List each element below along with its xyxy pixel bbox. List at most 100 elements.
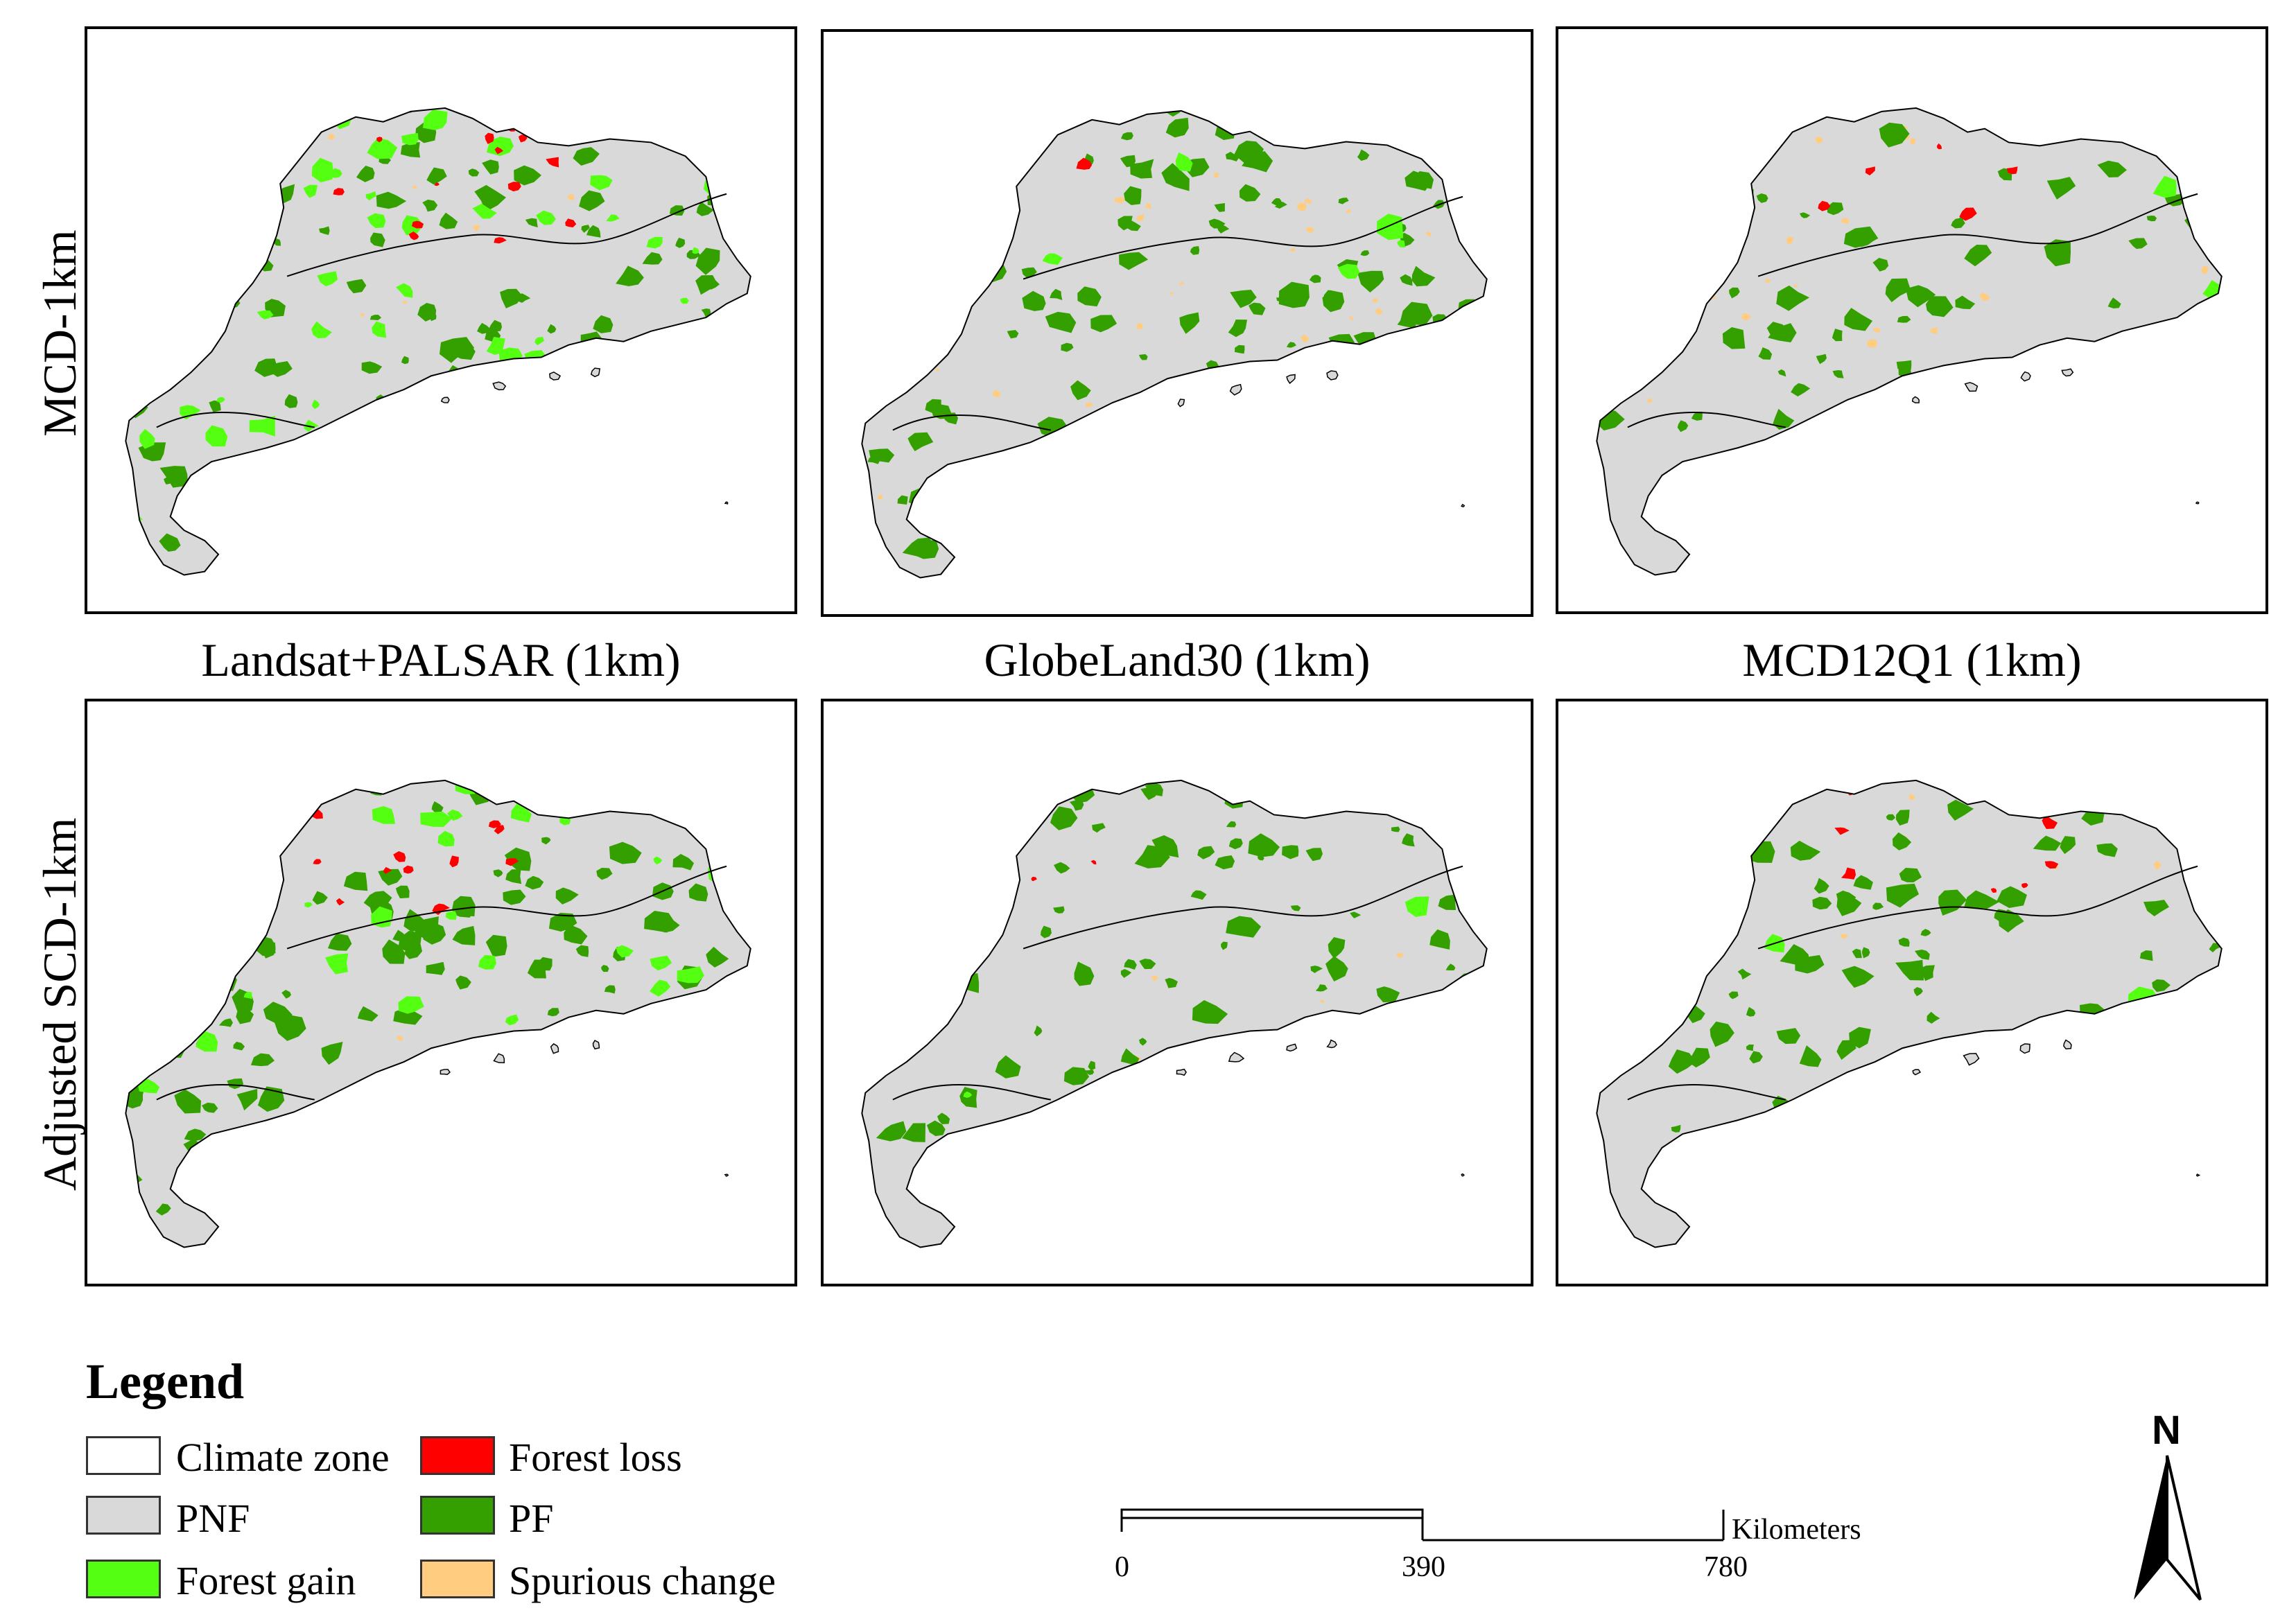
pf-patch xyxy=(381,1169,415,1196)
pf-patch xyxy=(701,308,711,317)
pf-patch xyxy=(190,1193,205,1205)
pf-patch xyxy=(1470,134,1487,151)
spurious-change-patch xyxy=(1136,213,1145,222)
pf-patch xyxy=(1286,342,1296,348)
pf-patch xyxy=(503,889,526,905)
legend-label-pf: PF xyxy=(509,1496,554,1541)
pf-patch xyxy=(369,315,382,320)
pf-patch xyxy=(423,921,446,945)
forest-gain-patch xyxy=(292,475,311,491)
pf-patch xyxy=(209,400,221,412)
pf-patch xyxy=(514,165,542,186)
pf-patch xyxy=(1790,840,1821,861)
pf-patch xyxy=(1795,954,1825,974)
pf-patch xyxy=(149,171,173,189)
pf-patch xyxy=(983,206,1015,228)
province-area xyxy=(125,780,751,1248)
spurious-change-patch xyxy=(1815,548,1823,553)
spurious-change-patch xyxy=(1348,316,1353,321)
forest-loss-patch xyxy=(1818,200,1831,211)
pf-patch xyxy=(130,306,141,316)
pf-patch xyxy=(285,1184,304,1199)
pf-patch xyxy=(521,1186,550,1207)
pf-patch xyxy=(1217,224,1230,234)
pf-patch xyxy=(138,780,157,792)
pf-patch xyxy=(1102,1167,1124,1183)
island xyxy=(1228,1051,1245,1063)
pf-patch xyxy=(1133,487,1161,503)
island xyxy=(2020,371,2031,382)
pf-patch xyxy=(162,1039,186,1058)
pf-patch xyxy=(523,365,541,374)
forest-gain-patch xyxy=(159,126,182,143)
pf-patch xyxy=(734,1133,751,1143)
pf-patch xyxy=(1753,118,1775,132)
climate-zone-boundary xyxy=(1627,411,1786,428)
pf-patch xyxy=(1197,846,1215,859)
pf-patch xyxy=(2152,979,2171,993)
pf-patch xyxy=(1132,474,1156,489)
pf-patch xyxy=(1737,968,1752,980)
forest-gain-patch xyxy=(193,107,211,116)
spurious-change-patch xyxy=(1866,339,1877,348)
pf-patch xyxy=(1947,799,1974,821)
forest-loss-patch xyxy=(485,132,494,144)
forest-gain-patch xyxy=(244,898,252,906)
pf-patch xyxy=(937,150,953,161)
pf-patch xyxy=(1356,347,1378,363)
forest-gain-patch xyxy=(1337,263,1360,279)
pf-patch xyxy=(1034,1025,1043,1037)
province-area xyxy=(1597,780,2222,1248)
pf-patch xyxy=(1981,107,1992,111)
pf-patch xyxy=(688,883,708,902)
pf-patch xyxy=(670,1211,681,1223)
pf-patch xyxy=(355,496,377,514)
spurious-change-patch xyxy=(1841,218,1850,224)
pf-patch xyxy=(1758,347,1773,360)
pf-patch xyxy=(1247,1095,1264,1109)
pf-patch xyxy=(1676,874,1698,892)
pf-patch xyxy=(914,1020,928,1035)
pf-patch xyxy=(1220,1193,1239,1207)
pf-patch xyxy=(1366,417,1375,425)
pf-patch xyxy=(609,110,631,125)
pf-patch xyxy=(426,167,447,185)
forest-gain-patch xyxy=(401,132,419,146)
pf-patch xyxy=(2199,525,2221,541)
legend-label-forest-loss: Forest loss xyxy=(509,1435,682,1480)
island xyxy=(724,1173,729,1177)
forest-loss-patch xyxy=(565,218,577,228)
pf-patch xyxy=(125,941,153,967)
pf-patch xyxy=(1849,1027,1871,1049)
pf-patch xyxy=(916,925,934,939)
pf-patch xyxy=(453,344,476,360)
pf-patch xyxy=(958,476,981,496)
pf-patch xyxy=(1661,176,1685,201)
forest-loss-patch xyxy=(505,858,519,866)
pf-patch xyxy=(551,439,561,449)
pf-patch xyxy=(417,302,437,322)
pf-patch xyxy=(2064,434,2088,457)
pf-patch xyxy=(1392,780,1414,790)
forest-gain-patch xyxy=(588,402,604,412)
forest-loss-patch xyxy=(1834,827,1850,835)
pf-patch xyxy=(1024,506,1041,519)
island xyxy=(2019,1043,2030,1054)
pf-patch xyxy=(1120,1048,1140,1066)
forest-gain-patch xyxy=(313,1120,335,1134)
pf-patch xyxy=(1310,372,1323,381)
pf-patch xyxy=(1213,1135,1226,1146)
forest-gain-patch xyxy=(168,948,195,967)
scale-bar-segment-1 xyxy=(1120,1508,1424,1519)
forest-loss-patch xyxy=(1773,126,1779,133)
forest-gain-patch xyxy=(372,321,387,338)
pf-patch xyxy=(318,1202,342,1223)
pf-patch xyxy=(1050,806,1078,830)
pf-patch xyxy=(485,1190,495,1201)
pf-patch xyxy=(1919,965,1935,981)
pf-patch xyxy=(2143,1031,2164,1045)
forest-gain-patch xyxy=(420,811,453,828)
pf-patch xyxy=(1294,446,1328,474)
forest-gain-patch xyxy=(367,213,386,229)
spurious-change-patch xyxy=(1170,291,1174,295)
